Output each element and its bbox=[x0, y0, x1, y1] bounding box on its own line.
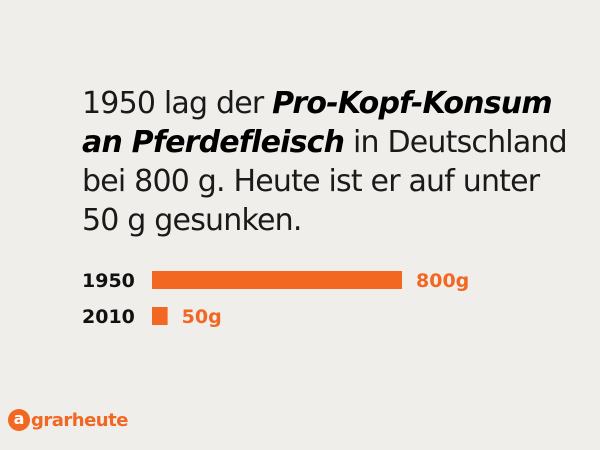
headline-text-2: in Deutschland bei 800 g. Heute ist er a… bbox=[82, 125, 568, 238]
bar bbox=[152, 307, 168, 325]
bar-chart-svg: 1950 800g 2010 50g bbox=[82, 270, 469, 328]
category-label: 2010 bbox=[82, 306, 135, 328]
headline-text-1: 1950 lag der bbox=[82, 86, 273, 121]
headline: 1950 lag der Pro-Kopf-Konsum an Pferdefl… bbox=[82, 84, 582, 240]
bar-chart: 1950 800g 2010 50g bbox=[82, 260, 562, 340]
category-label: 1950 bbox=[82, 270, 135, 292]
bar bbox=[152, 271, 402, 289]
value-label: 800g bbox=[416, 270, 469, 292]
headline-emphasis: Pro-Kopf-Konsum an Pferdefleisch bbox=[82, 86, 553, 160]
logo-mark: a bbox=[8, 409, 30, 431]
value-label: 50g bbox=[182, 306, 222, 328]
logo-text: grarheute bbox=[31, 409, 128, 431]
brand-logo: a grarheute bbox=[8, 408, 128, 432]
